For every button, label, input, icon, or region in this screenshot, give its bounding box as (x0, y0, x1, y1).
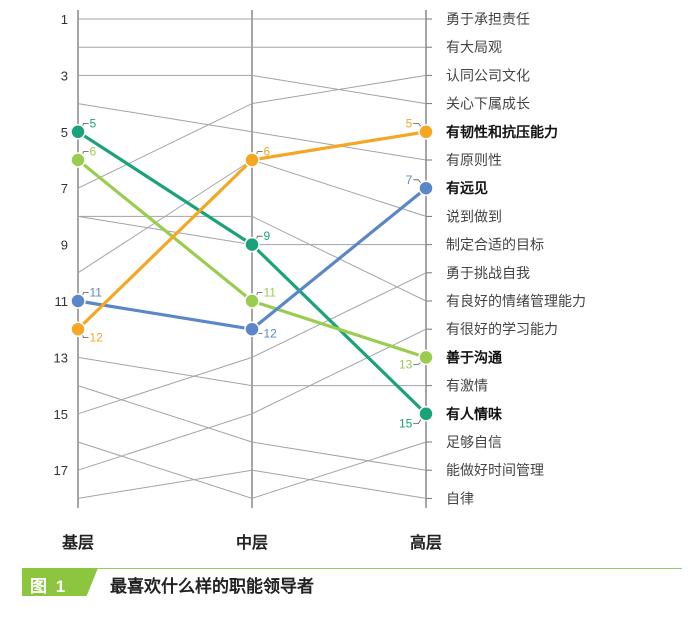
y-tick-label: 9 (61, 238, 68, 253)
series-point-3 (418, 124, 434, 140)
data-label: 6 (90, 145, 97, 159)
trait-label: 制定合适的目标 (446, 237, 544, 253)
caption-tag: 图 1 (30, 577, 68, 596)
trait-label: 自律 (446, 490, 474, 506)
series-point-1 (244, 293, 260, 309)
x-category-label: 高层 (410, 533, 442, 552)
trait-label: 善于沟通 (446, 349, 502, 365)
series-point-0 (418, 406, 434, 422)
grey-rank-line (78, 74, 427, 105)
data-label: 11 (90, 286, 103, 300)
data-label: 5 (90, 116, 97, 130)
trait-label: 勇于挑战自我 (446, 265, 530, 281)
trait-label: 有韧性和抗压能力 (446, 124, 558, 140)
trait-label: 有很好的学习能力 (446, 321, 558, 337)
series-point-0 (70, 124, 86, 140)
data-label: 15 (399, 417, 413, 431)
trait-label: 足够自信 (446, 434, 502, 450)
trait-label: 有原则性 (446, 152, 502, 168)
caption-tag-bar (22, 568, 98, 596)
data-label: 13 (399, 357, 413, 371)
y-tick-label: 3 (61, 68, 68, 83)
data-label: 9 (264, 229, 271, 243)
y-tick-label: 17 (54, 463, 68, 478)
series-point-2 (70, 293, 86, 309)
grey-rank-line (77, 441, 427, 499)
y-tick-label: 11 (55, 294, 69, 309)
y-tick-label: 5 (61, 125, 68, 140)
data-label: 11 (264, 286, 277, 300)
x-category-label: 中层 (236, 533, 268, 552)
data-label: 6 (264, 145, 271, 159)
y-tick-label: 15 (54, 407, 68, 422)
label-leader (413, 417, 423, 425)
grey-rank-line (78, 215, 427, 302)
trait-label: 有良好的情绪管理能力 (446, 293, 586, 309)
series-point-1 (70, 152, 86, 168)
x-category-label: 基层 (61, 533, 94, 552)
data-label: 7 (406, 173, 413, 187)
trait-label: 有大局观 (446, 39, 502, 55)
trait-label: 有激情 (446, 378, 488, 394)
series-point-2 (244, 321, 260, 337)
trait-label: 关心下属成长 (446, 96, 530, 112)
caption-rule (98, 568, 682, 569)
y-tick-label: 7 (61, 181, 68, 196)
grey-rank-line (77, 74, 427, 189)
grey-rank-line (77, 356, 426, 387)
series-point-3 (244, 152, 260, 168)
data-label: 12 (90, 331, 104, 345)
line-chart: 1357911131517勇于承担责任有大局观认同公司文化关心下属成长有韧性和抗… (54, 10, 586, 552)
trait-label: 勇于承担责任 (446, 11, 530, 27)
data-label: 12 (264, 326, 278, 340)
trait-label: 有远见 (446, 180, 488, 196)
series-point-0 (244, 236, 260, 253)
y-tick-label: 1 (61, 12, 68, 27)
trait-label: 说到做到 (446, 208, 502, 224)
grey-rank-line (77, 103, 427, 161)
grey-rank-line (77, 272, 427, 415)
figure-caption: 图 1 最喜欢什么样的职能领导者 (22, 568, 682, 598)
series-point-3 (70, 321, 86, 337)
caption-title: 最喜欢什么样的职能领导者 (110, 577, 314, 596)
trait-label: 能做好时间管理 (446, 462, 544, 478)
trait-label: 认同公司文化 (446, 67, 530, 83)
y-tick-label: 13 (54, 350, 68, 365)
data-label: 5 (406, 116, 413, 130)
series-point-2 (418, 180, 434, 196)
grey-rank-line (77, 469, 427, 499)
trait-label: 有人情味 (446, 406, 502, 422)
series-point-1 (418, 349, 434, 366)
